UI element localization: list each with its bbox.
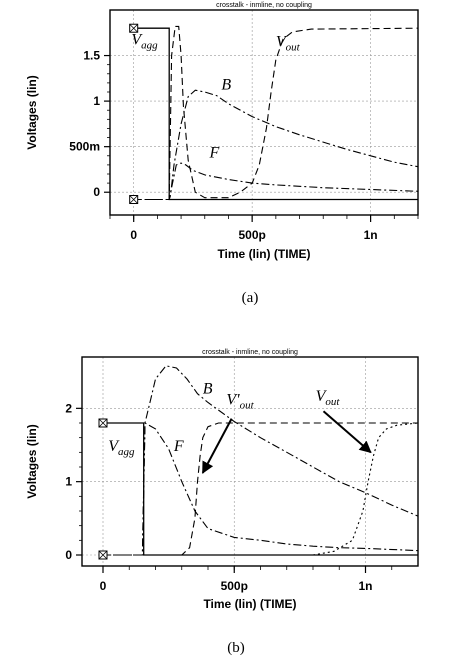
chart-a: crosstalk - inmline, no coupling 0 500m 1 1.…	[25, 2, 419, 306]
series-line-b	[103, 365, 419, 556]
plot-frame	[109, 9, 419, 216]
x-axis-label: Time (lin) (TIME)	[203, 597, 296, 611]
x-tick-label: 0	[100, 579, 107, 593]
annotation-b: B	[221, 76, 231, 93]
probe-marker-cross	[98, 418, 108, 428]
y-tick-label: 1	[93, 94, 100, 108]
annotation-vout: Vout	[316, 388, 341, 408]
annotation-vprimeout: V'out	[226, 392, 254, 412]
annotation-f: F	[173, 438, 184, 455]
annotation-f: F	[209, 145, 220, 162]
probe-marker-cross	[98, 550, 108, 560]
y-tick-label: 0	[65, 548, 72, 562]
chart-title: crosstalk - inmline, no coupling	[216, 2, 312, 9]
y-tick-label: 1	[65, 475, 72, 489]
y-axis-label: Voltages (lin)	[25, 75, 39, 149]
series-line-vout	[133, 25, 419, 201]
series-line-b	[133, 89, 419, 201]
annotation-arrow	[201, 418, 233, 474]
x-tick-label: 500p	[238, 228, 265, 242]
x-tick-label: 500p	[221, 579, 248, 593]
plot-frame	[81, 356, 419, 567]
series-line-vprimeout	[103, 422, 418, 556]
annotation-vout: Vout	[276, 33, 301, 53]
series-line-vagg	[103, 422, 418, 556]
y-tick-label: 1.5	[83, 49, 100, 63]
series-line-vagg	[133, 27, 418, 201]
probe-marker-cross	[129, 195, 138, 204]
annotation-b: B	[203, 381, 213, 398]
x-axis-label: Time (lin) (TIME)	[217, 247, 310, 261]
y-tick-label: 0	[93, 185, 100, 199]
x-tick-label: 1n	[358, 579, 372, 593]
chart-title: crosstalk - inmline, no coupling	[202, 349, 298, 356]
figure-caption: (b)	[227, 640, 245, 656]
series-line-f	[103, 422, 419, 556]
probe-marker-cross	[129, 23, 138, 33]
figure-caption: (a)	[242, 290, 259, 306]
annotation-vagg: Vagg	[108, 438, 135, 458]
annotation-arrow	[322, 410, 372, 454]
y-tick-label: 2	[65, 401, 72, 415]
annotation-vagg: Vagg	[131, 32, 158, 52]
x-tick-label: 0	[130, 228, 137, 242]
series-line-f	[133, 162, 419, 201]
y-axis-label: Voltages (lin)	[25, 424, 39, 498]
chart-b: crosstalk - inmline, no coupling 0 1 2 0 500p…	[25, 349, 419, 656]
series-line-vout	[103, 422, 419, 556]
x-tick-label: 1n	[364, 228, 378, 242]
y-tick-label: 500m	[69, 140, 100, 154]
